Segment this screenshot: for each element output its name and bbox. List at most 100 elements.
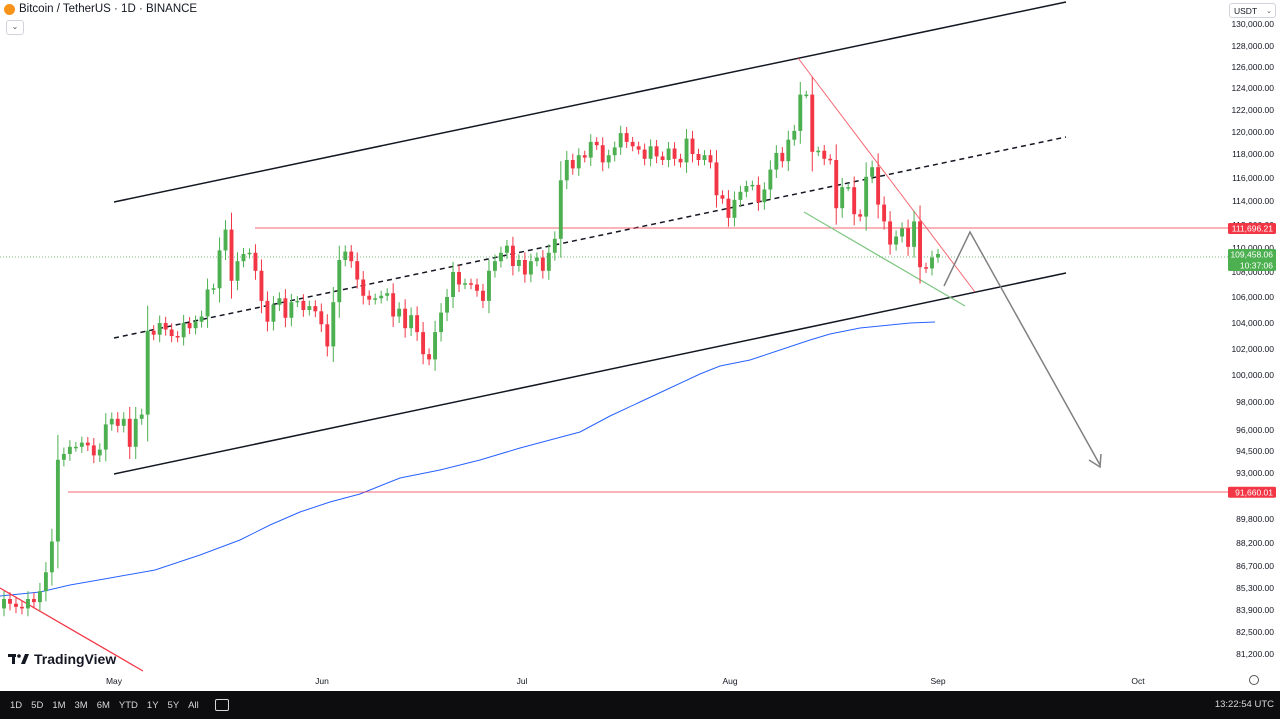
candle-body xyxy=(175,336,180,338)
range-button-6m[interactable]: 6M xyxy=(96,699,110,711)
y-tick-label: 114,000.00 xyxy=(1232,196,1274,206)
y-tick-label: 122,000.00 xyxy=(1231,105,1274,115)
candle-body xyxy=(858,214,863,217)
unit-label: USDT xyxy=(1234,6,1258,16)
candle-body xyxy=(708,155,713,163)
candle-body xyxy=(8,599,12,604)
resistance-price-tag-bg xyxy=(1228,222,1276,234)
candle-body xyxy=(181,323,186,338)
candle-body xyxy=(498,252,503,262)
candle-body xyxy=(457,272,461,285)
moving-average-line xyxy=(0,321,936,597)
y-tick-label: 128,000.00 xyxy=(1231,41,1274,51)
candle-body xyxy=(606,155,611,163)
range-button-5d[interactable]: 5D xyxy=(31,699,44,711)
candle-body xyxy=(852,187,857,215)
candle-body xyxy=(816,150,821,153)
candle-body xyxy=(289,302,294,318)
y-tick-label: 86,700.00 xyxy=(1236,561,1274,571)
chevron-down-icon[interactable]: ⌄ xyxy=(6,20,24,35)
candle-body xyxy=(373,298,378,300)
candle-body xyxy=(888,221,893,245)
candle-body xyxy=(630,141,635,147)
candle-body xyxy=(349,251,354,262)
range-button-1m[interactable]: 1M xyxy=(52,699,66,711)
candle-body xyxy=(576,155,581,169)
range-button-1d[interactable]: 1D xyxy=(10,699,23,711)
candle-body xyxy=(481,290,485,301)
candle-body xyxy=(552,238,557,253)
candle-body xyxy=(463,283,467,285)
gear-icon[interactable] xyxy=(1249,675,1259,685)
range-button-3m[interactable]: 3M xyxy=(74,699,88,711)
candle-body xyxy=(433,332,438,360)
candle-body xyxy=(109,418,114,425)
candle-body xyxy=(103,424,108,450)
candle-body xyxy=(223,229,228,251)
candle-body xyxy=(798,94,803,131)
candle-body xyxy=(157,323,162,335)
x-tick-label: Jul xyxy=(517,676,528,686)
candle-body xyxy=(26,599,30,609)
range-button-1y[interactable]: 1Y xyxy=(146,699,159,711)
candle-body xyxy=(846,187,851,189)
candle-body xyxy=(900,228,905,237)
tradingview-logo[interactable]: TradingView xyxy=(8,651,116,667)
range-button-5y[interactable]: 5Y xyxy=(167,699,180,711)
candle-body xyxy=(163,323,168,330)
candle-body xyxy=(894,236,899,245)
candle-body xyxy=(469,283,473,285)
y-tick-label: 104,000.00 xyxy=(1231,318,1274,328)
candle-body xyxy=(151,330,156,335)
y-tick-label: 96,000.00 xyxy=(1236,425,1274,435)
range-button-ytd[interactable]: YTD xyxy=(118,699,138,711)
candle-body xyxy=(277,298,282,305)
candle-body xyxy=(319,311,324,325)
candle-body xyxy=(906,228,911,247)
candle-body xyxy=(301,300,306,310)
candle-body xyxy=(307,306,312,310)
candle-body xyxy=(97,449,102,456)
candle-body xyxy=(936,254,940,258)
candle-body xyxy=(229,229,234,281)
support-trendline-green xyxy=(803,211,966,307)
resistance-price-tag: 111,696.21 xyxy=(1232,223,1274,233)
candle-body xyxy=(487,270,491,301)
channel-midline xyxy=(113,136,1067,339)
candle-body xyxy=(115,418,120,426)
candle-body xyxy=(385,293,390,296)
symbol-legend[interactable]: Bitcoin / TetherUS · 1D · BINANCE xyxy=(4,3,197,15)
projection-path xyxy=(943,230,1101,466)
candle-body xyxy=(475,284,479,291)
candle-body xyxy=(618,133,623,148)
candle-body xyxy=(738,191,743,200)
candle-body xyxy=(397,308,402,317)
down-trendline-lower-left xyxy=(0,587,144,672)
candle-body xyxy=(79,442,84,447)
candle-body xyxy=(415,315,420,333)
candle-body xyxy=(516,260,521,266)
y-tick-label: 81,200.00 xyxy=(1236,649,1274,659)
candle-body xyxy=(409,315,414,329)
calendar-icon[interactable] xyxy=(214,699,229,711)
currency-unit-select[interactable]: USDT ⌄ xyxy=(1229,3,1276,18)
y-tick-label: 116,000.00 xyxy=(1232,173,1274,183)
candle-body xyxy=(73,446,78,449)
y-tick-label: 88,200.00 xyxy=(1236,538,1274,548)
candle-body xyxy=(187,323,192,329)
candle-body xyxy=(684,138,689,163)
candle-body xyxy=(169,329,174,336)
candle-body xyxy=(564,160,569,181)
candle-body xyxy=(600,145,605,163)
down-trendline xyxy=(797,57,976,293)
candle-body xyxy=(810,94,815,152)
y-tick-label: 98,000.00 xyxy=(1236,397,1274,407)
candle-body xyxy=(834,160,839,209)
candle-body xyxy=(666,148,671,160)
candle-body xyxy=(744,186,749,192)
price-chart[interactable]: 130,000.00 128,000.00 126,000.00 124,000.00… xyxy=(0,0,1280,691)
candle-body xyxy=(930,257,934,269)
candle-body xyxy=(918,221,922,268)
range-button-all[interactable]: All xyxy=(188,699,199,711)
candle-body xyxy=(49,541,54,573)
